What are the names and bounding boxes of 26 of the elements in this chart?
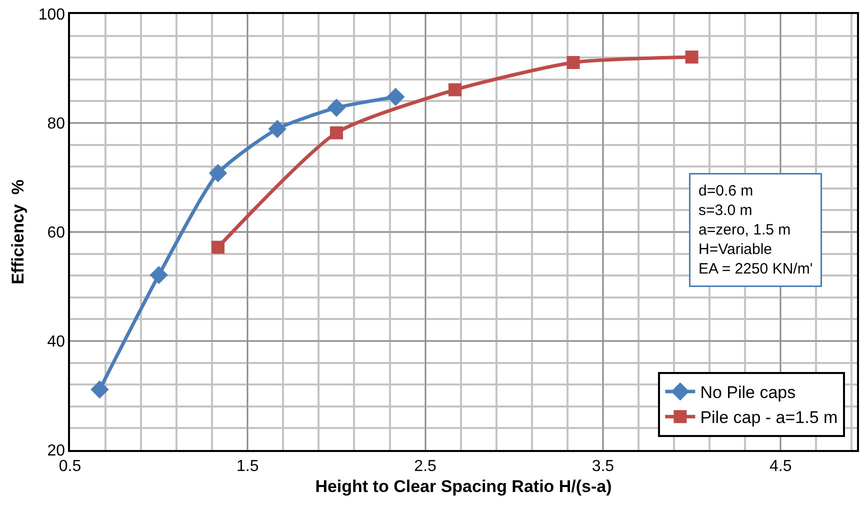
point: [685, 50, 698, 64]
x-tick-label: 0.5: [58, 458, 82, 475]
x-tick-label: 2.5: [414, 458, 437, 475]
point: [330, 126, 343, 140]
x-tick-label: 4.5: [769, 458, 792, 475]
point: [566, 56, 580, 70]
y-tick-label: 40: [47, 334, 66, 351]
point: [448, 83, 462, 96]
y-tick-label: 20: [47, 442, 66, 460]
point: [208, 164, 228, 182]
point: [386, 88, 405, 106]
y-axis-title: Efficiency %: [8, 180, 28, 284]
point: [268, 120, 286, 138]
x-tick-label: 3.5: [592, 458, 614, 475]
point: [327, 98, 346, 117]
point: [211, 240, 224, 254]
y-tick-label: 100: [38, 6, 66, 24]
point: [150, 266, 168, 284]
y-tick-label: 80: [47, 116, 66, 133]
annotation: d=0.6 m s=3.0 m a=zero, 1.5 m H=Variable EA = 2250 KN/m': [698, 182, 813, 278]
x-tick-label: 1.5: [236, 458, 259, 475]
legend-label: No Pile caps: [700, 383, 796, 402]
x-axis-title: Height to Clear Spacing Ratio H/(s-a): [315, 476, 612, 496]
point: [90, 380, 109, 399]
y-tick-label: 60: [47, 224, 66, 242]
legend-label: Pile cap - a=1.5 m: [700, 408, 838, 428]
